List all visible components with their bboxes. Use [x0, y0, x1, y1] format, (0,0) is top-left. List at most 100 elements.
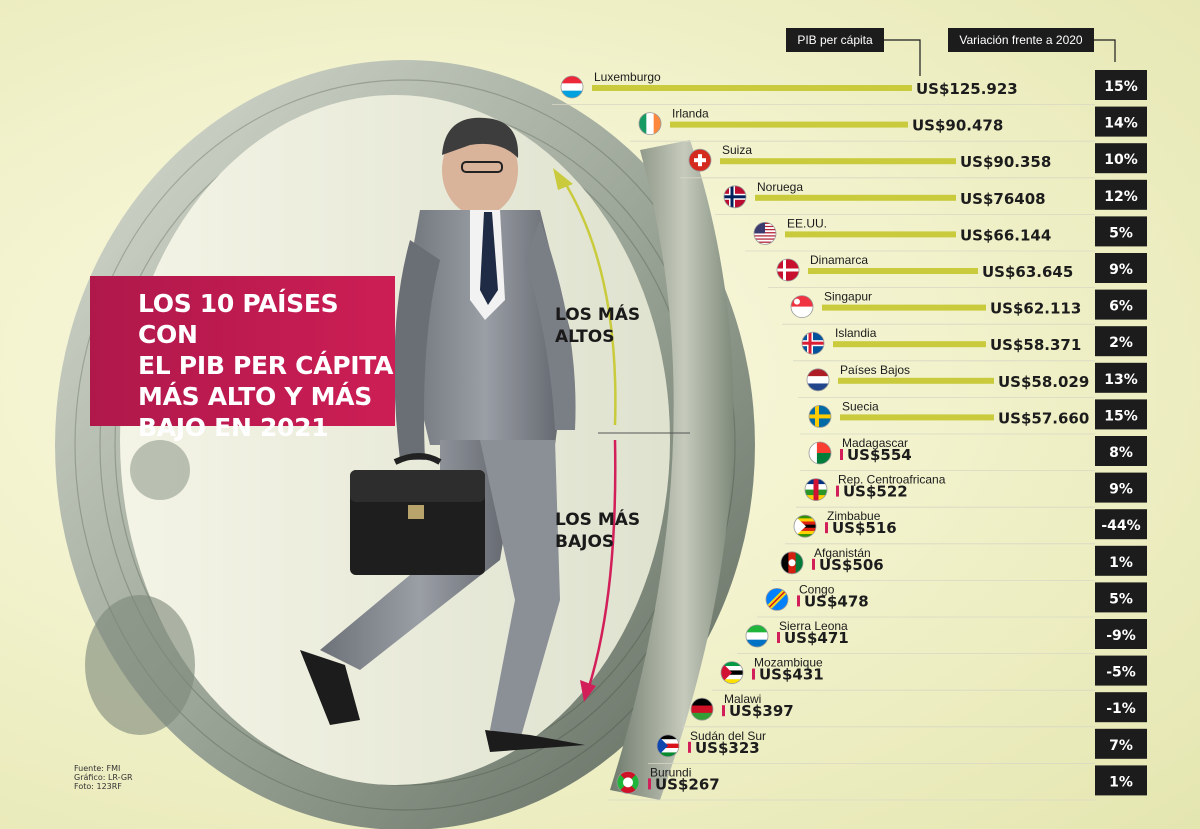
pib-bar [838, 377, 994, 384]
pib-bar [755, 194, 956, 201]
country-label: Irlanda [672, 107, 709, 121]
variation-box [1095, 289, 1147, 320]
group-label-line: LOS MÁS [555, 510, 641, 530]
variation-label: 7% [1109, 738, 1133, 754]
variation-box [1095, 399, 1147, 430]
pib-bar [720, 158, 956, 165]
country-label: Sierra Leona [779, 619, 848, 633]
variation-box [1095, 545, 1147, 576]
chart-row: Islandia US$58.371 2% [793, 326, 1147, 362]
country-label: Noruega [757, 180, 803, 194]
chart-row: Suiza US$90.358 10% [680, 143, 1147, 179]
pib-value-label: US$63.645 [982, 263, 1073, 281]
chart-row: Suecia US$57.660 15% [800, 399, 1147, 435]
flag-ireland-icon [638, 112, 662, 135]
pib-value-label: US$57.660 [998, 409, 1089, 427]
pib-value-label: US$554 [847, 446, 912, 464]
header-pib: PIB per cápita [786, 28, 884, 52]
flag-burundi-icon [616, 771, 640, 794]
variation-label: 1% [1109, 774, 1133, 790]
variation-label: 2% [1109, 335, 1133, 351]
pib-bar [840, 449, 843, 460]
flag-south-sudan-icon [656, 734, 680, 758]
header-variation: Variación frente a 2020 [948, 28, 1094, 52]
pib-value-label: US$62.113 [990, 300, 1081, 318]
pib-value-label: US$516 [832, 519, 897, 537]
pib-bar [752, 668, 755, 680]
pib-bar [785, 231, 956, 238]
country-label: Madagascar [842, 436, 908, 450]
pib-bar [840, 414, 994, 421]
pib-bar [822, 304, 986, 311]
variation-label: 9% [1109, 482, 1133, 498]
pib-bar [812, 558, 815, 570]
flag-madagascar-icon [808, 441, 832, 465]
flag-malawi-icon [690, 697, 714, 721]
flag-switzerland-icon [688, 148, 712, 172]
variation-box [1095, 326, 1147, 357]
flag-norway-icon [723, 185, 747, 209]
variation-box [1095, 472, 1147, 503]
bill-seal [130, 440, 190, 500]
page-title: LOS 10 PAÍSES CON EL PIB PER CÁPITA MÁS … [138, 288, 398, 443]
variation-label: 6% [1109, 299, 1133, 315]
country-label: Congo [799, 582, 835, 596]
bill-portrait [85, 595, 195, 735]
title-box [90, 276, 395, 426]
variation-label: 5% [1109, 591, 1133, 607]
flag-zimbabwe-icon [793, 514, 817, 538]
country-label: Afganistán [814, 546, 871, 560]
chart-row: Dinamarca US$63.645 9% [768, 253, 1147, 289]
variation-label: -44% [1101, 518, 1140, 534]
country-label: Mozambique [754, 656, 823, 670]
pib-bar [825, 522, 828, 534]
variation-box [1095, 253, 1147, 283]
pib-value-label: US$66.144 [960, 226, 1051, 244]
briefcase [350, 453, 485, 575]
variation-box [1095, 619, 1147, 649]
country-label: Zimbabue [827, 509, 881, 523]
chart-row: Singapur US$62.113 6% [782, 289, 1147, 325]
variation-label: 14% [1104, 116, 1138, 132]
pib-bar [808, 268, 978, 274]
pib-value-label: US$58.029 [998, 373, 1089, 391]
pib-bar [592, 85, 912, 91]
flag-denmark-icon [776, 258, 800, 282]
variation-box [1095, 70, 1147, 100]
flag-mozambique-icon [720, 661, 744, 684]
variation-box [1095, 655, 1147, 686]
country-label: Malawi [724, 692, 761, 706]
pib-value-label: US$58.371 [990, 336, 1081, 354]
pib-bar [797, 595, 800, 607]
credit-photo: Foto: 123RF [74, 782, 122, 791]
pib-value-label: US$90.478 [912, 117, 1003, 135]
variation-box [1095, 362, 1147, 393]
group-label-top: LOS MÁS ALTOS [555, 304, 655, 348]
variation-box [1095, 582, 1147, 613]
variation-label: 8% [1109, 445, 1133, 461]
variation-box [1095, 728, 1147, 759]
arrow-up [560, 177, 617, 426]
variation-label: 9% [1109, 262, 1133, 278]
credit-graphic: Gráfico: LR-GR [74, 773, 133, 782]
country-label: Luxemburgo [594, 70, 661, 84]
country-label: Sudán del Sur [690, 729, 766, 743]
pib-bar [670, 121, 908, 128]
pib-bar [688, 741, 691, 753]
chart-row: Noruega US$76408 12% [715, 179, 1147, 215]
arrow-up-head [553, 168, 573, 190]
variation-label: 13% [1104, 372, 1138, 388]
country-label: Islandia [835, 326, 877, 340]
variation-label: 15% [1104, 408, 1138, 424]
arrow-down-head [580, 680, 596, 702]
flag-central-african-republic-icon [804, 478, 828, 502]
title-line: EL PIB PER CÁPITA [138, 351, 394, 380]
